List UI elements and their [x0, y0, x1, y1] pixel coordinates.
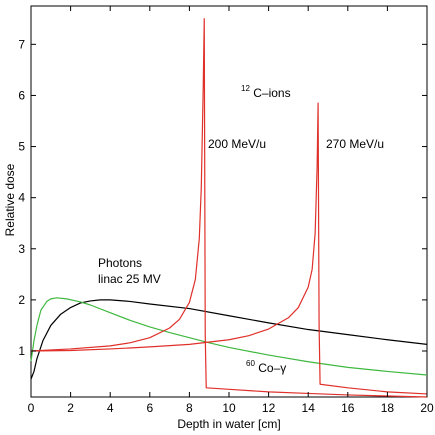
y-tick-label-7: 7	[18, 37, 25, 51]
series-line-series-1	[30, 299, 428, 380]
x-tick-label-2: 2	[67, 401, 74, 415]
y-tick-label-6: 6	[18, 88, 25, 102]
x-tick-label-0: 0	[28, 401, 35, 415]
annotation-270-mev: 270 MeV/u	[326, 137, 384, 151]
x-tick-label-18: 18	[381, 401, 395, 415]
y-tick-label-3: 3	[18, 242, 25, 256]
y-axis-label: Relative dose	[3, 163, 17, 236]
annotation-carbon-ions-sup: 12	[241, 84, 250, 93]
x-tick-label-8: 8	[186, 401, 193, 415]
annotation-cobalt-text: Co–γ	[258, 361, 286, 375]
series-lines	[30, 18, 428, 398]
plot-area	[30, 5, 428, 398]
x-axis-ticks: 0 2 4 6 8 10 12 14 16 18 20	[28, 6, 434, 415]
annotation-photons-line1: Photons	[98, 256, 142, 270]
annotation-cobalt: 60 Co–γ	[246, 355, 286, 375]
annotation-cobalt-sup: 60	[246, 359, 255, 368]
plot-border	[30, 5, 428, 398]
y-tick-label-4: 4	[18, 191, 25, 205]
x-tick-label-16: 16	[341, 401, 355, 415]
series-line-270-mev-u	[30, 102, 428, 395]
annotation-photons-line2: linac 25 MV	[98, 272, 161, 286]
annotation-carbon-ions-text: C–ions	[253, 86, 290, 100]
x-tick-label-14: 14	[302, 401, 316, 415]
x-axis-label: Depth in water [cm]	[177, 417, 280, 431]
x-tick-label-12: 12	[262, 401, 276, 415]
x-tick-label-10: 10	[222, 401, 236, 415]
annotation-200-mev: 200 MeV/u	[208, 137, 266, 151]
y-tick-label-1: 1	[18, 344, 25, 358]
y-tick-label-5: 5	[18, 140, 25, 154]
x-tick-label-6: 6	[146, 401, 153, 415]
series-line-200-mev-u	[30, 18, 428, 398]
x-tick-label-4: 4	[107, 401, 114, 415]
y-tick-label-2: 2	[18, 293, 25, 307]
series-line-series-2	[30, 297, 428, 376]
x-tick-label-20: 20	[420, 401, 434, 415]
annotation-carbon-ions: 12 C–ions	[241, 80, 291, 100]
